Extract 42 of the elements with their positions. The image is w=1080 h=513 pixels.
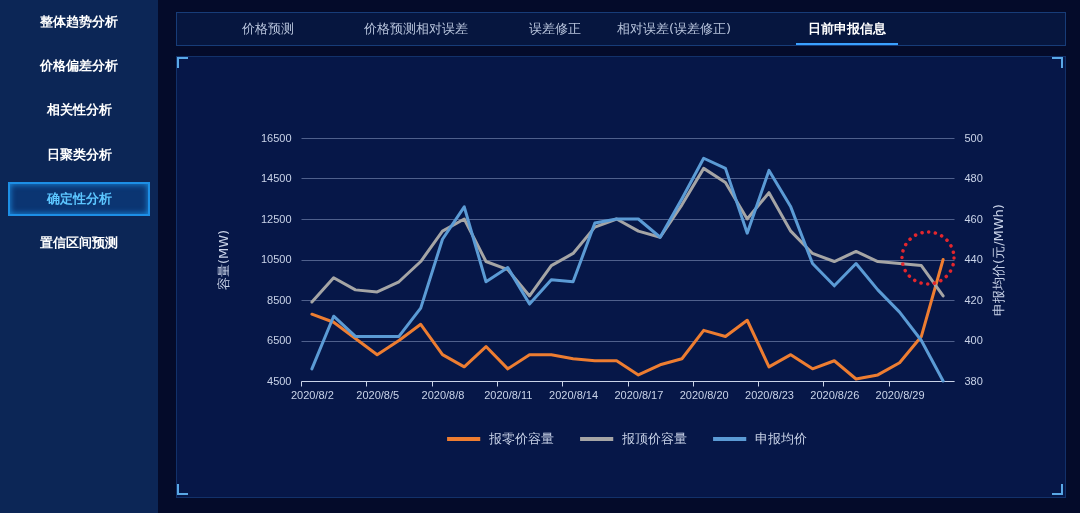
y2-tick-label: 480 — [964, 172, 983, 184]
y2-axis-title: 申报均价(元/MWh) — [990, 204, 1006, 316]
text: 置信区间预测 — [39, 234, 119, 252]
text: 相关性分析 — [45, 101, 113, 120]
text: 相对误差(误差修正) — [615, 20, 733, 38]
text: 确定性分析 — [8, 181, 150, 216]
text: 日前申报信息 — [796, 13, 898, 45]
y-tick-label: 14500 — [260, 172, 292, 184]
line-series — [310, 156, 945, 383]
y2-tick-label: 400 — [964, 334, 983, 346]
y2-tick-label: 500 — [964, 131, 983, 144]
y-tick-label: 4500 — [267, 374, 292, 387]
x-tick-label: 2020/8/23 — [745, 388, 794, 401]
x-tick-label: 2020/8/26 — [810, 388, 860, 401]
text: 误差修正 — [528, 20, 582, 38]
y2-tick-label: 380 — [964, 374, 983, 387]
x-tick-label: 2020/8/5 — [356, 388, 400, 401]
x-tick-label: 2020/8/20 — [679, 388, 729, 401]
text: 价格预测相对误差 — [363, 20, 469, 38]
y-axis-title: 容量(MW) — [215, 229, 231, 291]
x-tick-label: 2020/8/11 — [484, 388, 533, 401]
y2-tick-label: 460 — [964, 212, 983, 225]
legend-label: 报零价容量 — [487, 431, 554, 446]
y-tick-label: 10500 — [260, 253, 292, 265]
text: 日聚类分析 — [45, 145, 113, 164]
y-tick-label: 16500 — [260, 131, 292, 144]
y-tick-label: 12500 — [260, 212, 292, 225]
text: 价格偏差分析 — [38, 57, 119, 76]
text: 整体趋势分析 — [39, 13, 119, 31]
y2-tick-label: 440 — [964, 253, 983, 265]
text: 价格预测 — [241, 20, 295, 38]
x-tick-label: 2020/8/29 — [875, 388, 925, 401]
y-tick-label: 8500 — [267, 293, 292, 306]
x-tick-label: 2020/8/14 — [549, 388, 599, 401]
x-tick-label: 2020/8/2 — [290, 388, 334, 401]
y2-tick-label: 420 — [964, 293, 983, 306]
x-tick-label: 2020/8/8 — [421, 388, 465, 401]
x-tick-label: 2020/8/17 — [614, 388, 664, 401]
legend-label: 申报均价 — [754, 431, 807, 446]
y-tick-label: 6500 — [267, 334, 292, 346]
legend-label: 报顶价容量 — [620, 431, 687, 446]
line-series — [310, 258, 945, 381]
